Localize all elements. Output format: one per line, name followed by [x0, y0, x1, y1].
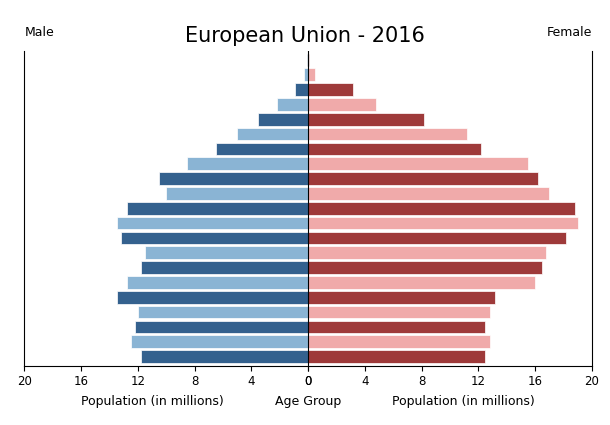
Bar — [308, 320, 486, 333]
Text: Male: Male — [24, 26, 54, 39]
Text: Population (in millions): Population (in millions) — [81, 395, 224, 408]
Bar — [277, 98, 308, 111]
Bar — [126, 276, 308, 289]
Bar — [141, 261, 308, 274]
Bar — [308, 128, 467, 140]
Bar — [135, 320, 308, 333]
Bar — [295, 83, 308, 96]
Text: Female: Female — [547, 26, 592, 39]
Bar — [159, 172, 308, 185]
Bar — [117, 291, 308, 303]
Bar — [216, 143, 308, 155]
Bar — [308, 143, 481, 155]
Bar — [308, 306, 490, 318]
Bar — [308, 113, 425, 125]
Text: Age Group: Age Group — [275, 395, 341, 408]
Bar — [126, 202, 308, 215]
Bar — [308, 232, 566, 244]
Bar — [308, 172, 538, 185]
Bar — [141, 350, 308, 363]
Bar — [145, 246, 308, 259]
Bar — [308, 291, 495, 303]
Bar — [138, 306, 308, 318]
Bar — [308, 246, 547, 259]
Bar — [121, 232, 308, 244]
Bar — [237, 128, 308, 140]
Bar — [308, 276, 535, 289]
Bar — [131, 335, 308, 348]
Bar — [308, 350, 486, 363]
Bar — [308, 157, 528, 170]
Bar — [308, 217, 578, 230]
Bar — [308, 54, 309, 66]
Bar — [259, 113, 308, 125]
Bar — [308, 98, 376, 111]
Bar — [308, 187, 549, 200]
Bar — [187, 157, 308, 170]
Bar — [308, 68, 315, 81]
Bar — [307, 54, 308, 66]
Bar — [308, 83, 353, 96]
Bar — [117, 217, 308, 230]
Bar — [308, 335, 490, 348]
Bar — [308, 202, 575, 215]
Text: Population (in millions): Population (in millions) — [392, 395, 535, 408]
Bar — [308, 261, 542, 274]
Bar — [304, 68, 308, 81]
Text: European Union - 2016: European Union - 2016 — [185, 26, 425, 45]
Bar — [166, 187, 308, 200]
